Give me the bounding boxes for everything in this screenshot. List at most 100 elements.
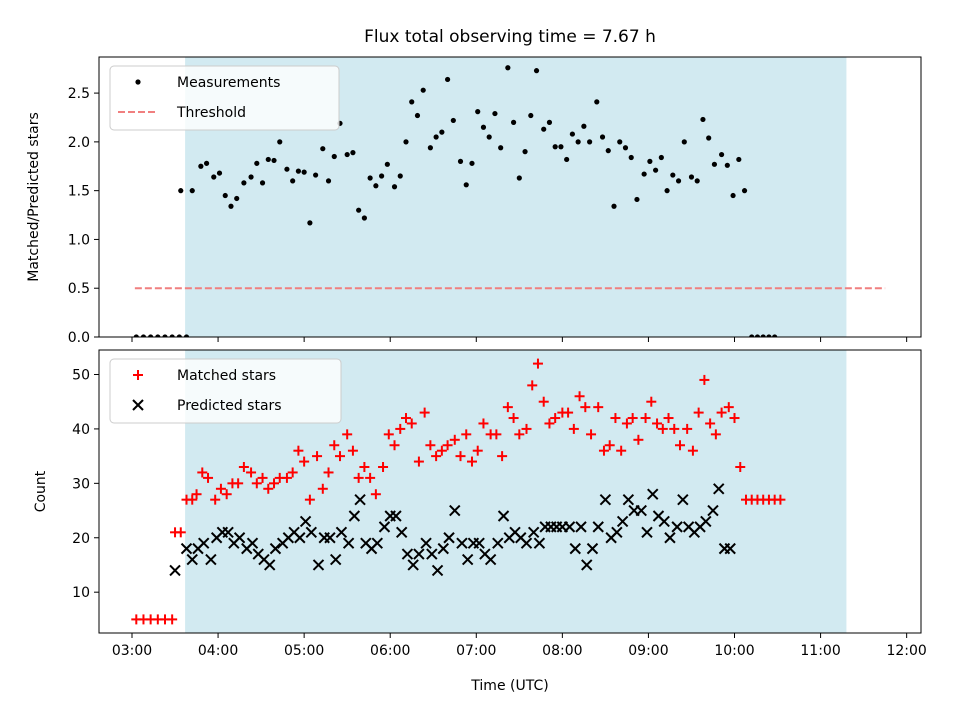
predicted-star-point xyxy=(611,526,623,539)
predicted-x-b xyxy=(180,542,193,555)
count-y-tick-label: 10 xyxy=(72,585,90,601)
x-tick-label: 08:00 xyxy=(542,643,582,659)
matched-star-point xyxy=(461,429,472,440)
measurement-point xyxy=(409,99,415,105)
predicted-star-point xyxy=(449,504,461,517)
measurement-point xyxy=(541,126,547,132)
x-axis-label: Time (UTC) xyxy=(470,678,548,694)
measurement-point xyxy=(688,174,695,180)
predicted-x-b xyxy=(233,532,246,544)
matched-star-point xyxy=(203,472,214,483)
predicted-x-b xyxy=(360,537,372,549)
predicted-x-b xyxy=(563,521,576,533)
measurement-point xyxy=(248,174,254,180)
measurement-point xyxy=(516,175,522,181)
predicted-x-b xyxy=(586,542,599,555)
ratio-legend: Measurements Threshold xyxy=(109,65,340,131)
measurement-point xyxy=(599,134,606,140)
predicted-star-point xyxy=(527,526,540,539)
measurement-point xyxy=(384,161,390,167)
matched-star-point xyxy=(633,434,644,445)
measurement-point xyxy=(670,172,676,178)
matched-star-point xyxy=(497,451,508,462)
predicted-star-point xyxy=(569,542,581,555)
matched-star-point xyxy=(406,418,417,429)
matched-star-point xyxy=(167,614,178,625)
measurement-point xyxy=(694,178,700,184)
measurement-point xyxy=(546,119,553,125)
predicted-star-point xyxy=(575,521,587,533)
matched-star-point xyxy=(568,423,579,434)
matched-star-point xyxy=(370,489,381,500)
matched-star-point xyxy=(521,423,532,434)
predicted-star-point xyxy=(616,515,629,528)
predicted-x-b xyxy=(479,548,491,560)
predicted-x-b xyxy=(622,493,635,506)
matched-star-point xyxy=(365,472,376,483)
measurement-point xyxy=(301,169,307,175)
matched-star-point xyxy=(508,413,519,424)
matched-star-point xyxy=(317,483,328,494)
matched-star-point xyxy=(593,402,604,413)
measurement-point xyxy=(736,156,742,163)
matched-star-point xyxy=(335,451,346,462)
predicted-star-point xyxy=(329,553,342,566)
matched-star-point xyxy=(550,413,561,424)
predicted-x-b xyxy=(420,537,432,549)
matched-star-point xyxy=(693,407,704,418)
matched-star-point xyxy=(580,402,591,413)
predicted-star-point xyxy=(533,537,546,549)
predicted-star-point xyxy=(186,553,198,566)
count-legend-label: Matched stars xyxy=(177,368,276,384)
measurement-point xyxy=(133,334,139,337)
matched-star-point xyxy=(710,429,721,440)
matched-star-point xyxy=(544,418,555,429)
predicted-star-point xyxy=(641,526,653,539)
measurement-point xyxy=(403,139,409,145)
predicted-x-b xyxy=(713,483,725,495)
measurement-point xyxy=(622,145,629,151)
measurement-point xyxy=(706,135,712,141)
measurement-point xyxy=(433,134,439,140)
matched-star-point xyxy=(233,478,244,489)
measurement-point xyxy=(724,162,730,168)
matched-star-point xyxy=(729,413,740,424)
measurement-point xyxy=(605,148,611,154)
matched-star-point xyxy=(238,462,249,473)
predicted-star-point xyxy=(342,537,355,549)
measurement-point xyxy=(183,334,190,337)
predicted-star-point xyxy=(677,493,689,506)
measurement-point xyxy=(634,196,640,203)
predicted-star-point xyxy=(335,526,348,539)
measurement-point xyxy=(718,151,725,158)
matched-star-point xyxy=(674,440,685,451)
predicted-x-b xyxy=(348,510,361,522)
predicted-x-b xyxy=(707,504,719,517)
predicted-star-point xyxy=(401,548,414,560)
measurement-point xyxy=(628,154,634,161)
predicted-star-point xyxy=(581,559,593,571)
matched-star-point xyxy=(735,462,746,473)
predicted-star-point xyxy=(324,532,336,544)
measurement-point xyxy=(313,172,319,178)
predicted-star-point xyxy=(664,532,676,544)
predicted-x-b xyxy=(342,537,355,549)
matched-star-point xyxy=(705,418,716,429)
predicted-star-point xyxy=(492,537,504,549)
ratio-legend-box xyxy=(109,65,340,131)
predicted-star-point xyxy=(407,559,419,571)
count-y-tick-label: 50 xyxy=(72,367,90,383)
predicted-star-point xyxy=(205,553,217,566)
matched-star-point xyxy=(472,445,483,456)
predicted-x-b xyxy=(461,553,474,566)
measurement-point xyxy=(552,144,558,150)
predicted-star-point xyxy=(420,537,432,549)
matched-star-point xyxy=(716,407,727,418)
measurement-point xyxy=(361,215,367,221)
predicted-star-point xyxy=(395,526,408,539)
measurement-point xyxy=(331,153,337,160)
predicted-star-point xyxy=(269,542,282,555)
predicted-star-point xyxy=(305,526,318,539)
ratio-y-tick-label: 2.0 xyxy=(68,135,90,151)
